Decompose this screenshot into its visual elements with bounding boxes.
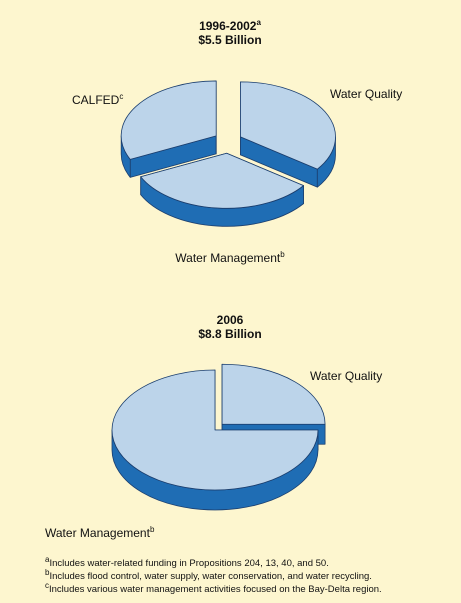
slice-label-text: Water Quality — [330, 87, 402, 101]
pie-slice — [111, 369, 319, 491]
pie-slice — [140, 152, 304, 209]
footnote-mark: b — [45, 568, 50, 577]
slice-label: Water Managementb — [45, 525, 155, 540]
slice-label-text: Water Quality — [310, 369, 382, 383]
slice-label: Water Managementb — [175, 250, 285, 265]
slice-label-note: b — [280, 250, 285, 259]
pie-slice — [221, 363, 326, 425]
footnote-mark: c — [45, 581, 49, 590]
chart-title: 1996-2002a — [199, 18, 261, 33]
slice-label-text: Water Management — [175, 251, 281, 265]
footnote-mark: a — [45, 555, 50, 564]
chart-title: 2006 — [217, 313, 244, 327]
slice-label: CALFEDc — [72, 92, 123, 107]
pie-slice — [120, 80, 217, 160]
pie-slice — [240, 81, 336, 170]
chart-title-text: 1996-2002 — [199, 19, 257, 33]
slice-label: Water Quality — [310, 369, 382, 383]
footnote: bIncludes flood control, water supply, w… — [45, 568, 372, 582]
footnote: aIncludes water-related funding in Propo… — [45, 555, 329, 569]
footnote-text: Includes various water management activi… — [49, 584, 382, 595]
slice-label-note: c — [119, 92, 123, 101]
footnote: cIncludes various water management activ… — [45, 581, 382, 595]
chart-title-note: a — [256, 18, 261, 27]
footnote-text: Includes water-related funding in Propos… — [49, 558, 328, 569]
slice-label-note: b — [150, 525, 155, 534]
slice-label: Water Quality — [330, 87, 402, 101]
slice-label-text: CALFED — [72, 93, 120, 107]
chart-subtitle: $5.5 Billion — [198, 33, 261, 47]
chart-title-text: 2006 — [217, 313, 244, 327]
chart-subtitle: $8.8 Billion — [198, 327, 261, 341]
footnote-text: Includes flood control, water supply, wa… — [49, 571, 371, 582]
slice-label-text: Water Management — [45, 526, 151, 540]
